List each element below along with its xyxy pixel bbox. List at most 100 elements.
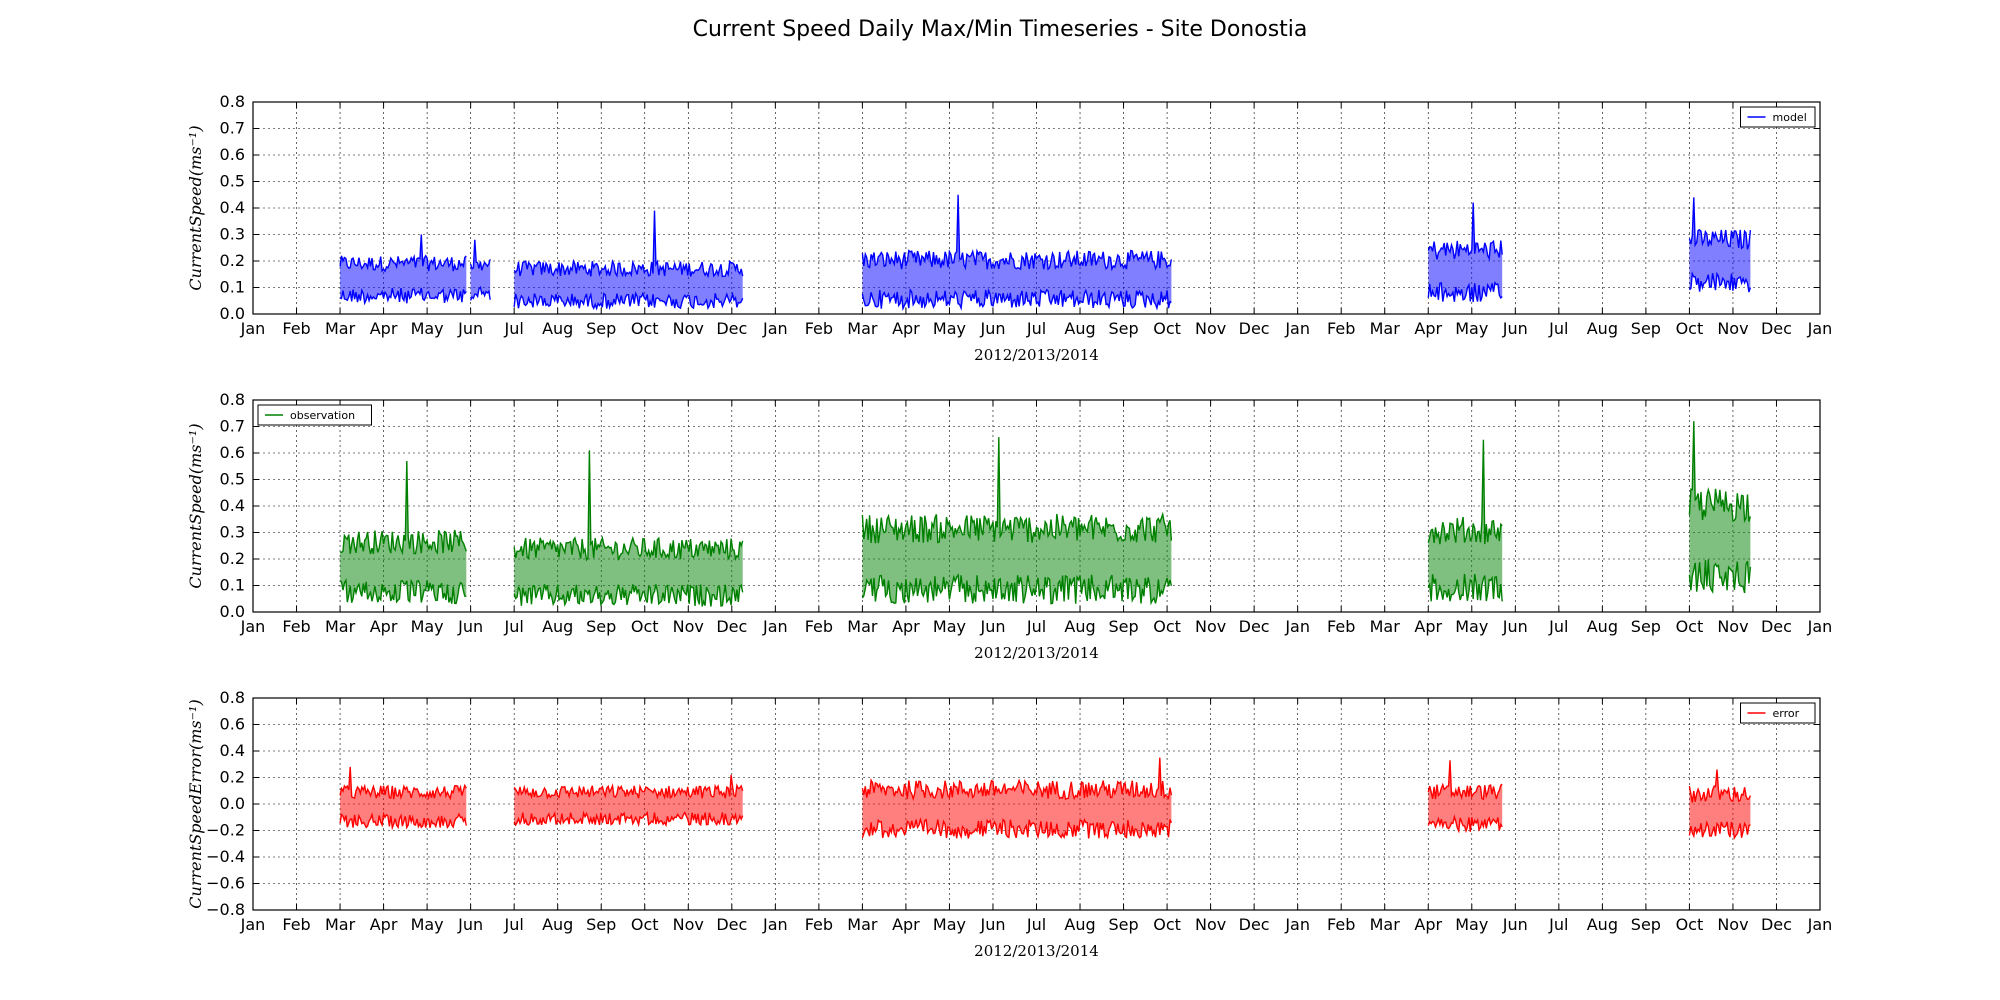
y-tick-label: 0.1 (220, 576, 245, 595)
y-tick-label: −0.4 (206, 847, 245, 866)
x-tick-label: Nov (1195, 319, 1226, 338)
min-line (1688, 820, 1751, 840)
y-axis-label: CurrentSpeedError(ms⁻¹) (186, 699, 205, 908)
x-tick-label: May (1455, 915, 1488, 934)
y-tick-label: 0.6 (220, 443, 245, 462)
x-tick-label: Feb (1327, 319, 1355, 338)
x-tick-label: Dec (1761, 915, 1792, 934)
x-tick-label: Jun (1502, 617, 1528, 636)
y-tick-label: 0.4 (220, 198, 245, 217)
x-tick-label: Jul (1548, 319, 1568, 338)
legend-box (1740, 702, 1816, 724)
x-tick-label: May (1455, 319, 1488, 338)
min-line (339, 578, 467, 605)
x-tick-label: Jan (762, 319, 788, 338)
x-tick-label: Jan (1284, 915, 1310, 934)
min-line (1427, 814, 1503, 834)
x-tick-label: Jun (457, 319, 483, 338)
max-line (1688, 421, 1752, 524)
series-error (339, 757, 1752, 840)
y-tick-label: 0.3 (220, 225, 245, 244)
y-tick-label: 0.4 (220, 741, 245, 760)
x-axis-label: 2012/2013/2014 (974, 942, 1099, 960)
x-tick-label: Sep (1631, 319, 1661, 338)
y-tick-label: 0.0 (220, 602, 245, 621)
x-tick-label: Apr (892, 617, 920, 636)
y-axis-label: CurrentSpeed(ms⁻¹) (186, 125, 205, 290)
y-tick-label: −0.2 (206, 821, 245, 840)
x-tick-label: Jun (1502, 915, 1528, 934)
x-tick-label: Jan (240, 915, 266, 934)
x-tick-label: Aug (1587, 319, 1618, 338)
x-tick-label: Oct (631, 915, 659, 934)
min-line (861, 287, 1172, 312)
x-tick-label: Jan (240, 617, 266, 636)
x-tick-label: Jan (1284, 617, 1310, 636)
y-tick-label: 0.7 (220, 417, 245, 436)
max-line (861, 757, 1173, 802)
x-tick-label: Apr (892, 915, 920, 934)
x-tick-label: Aug (1064, 617, 1095, 636)
x-tick-label: May (933, 915, 966, 934)
x-tick-label: Jul (504, 319, 524, 338)
max-line (513, 450, 744, 562)
x-tick-label: Sep (586, 617, 616, 636)
min-line (861, 817, 1173, 840)
y-tick-label: 0.2 (220, 768, 245, 787)
x-tick-label: Mar (847, 617, 878, 636)
x-tick-label: Jun (457, 617, 483, 636)
band-segment (340, 766, 467, 828)
x-tick-label: Mar (847, 319, 878, 338)
x-tick-label: Jan (762, 617, 788, 636)
x-tick-label: Jun (457, 915, 483, 934)
x-tick-label: Mar (325, 617, 356, 636)
x-tick-label: Aug (1064, 915, 1095, 934)
x-tick-label: Jul (1548, 617, 1568, 636)
legend-box (1740, 106, 1816, 128)
x-tick-label: Dec (716, 617, 747, 636)
x-tick-label: Jun (979, 617, 1005, 636)
x-tick-label: Dec (716, 915, 747, 934)
x-tick-label: Sep (1108, 915, 1138, 934)
x-tick-label: Sep (1631, 915, 1661, 934)
legend-box (257, 404, 372, 426)
x-tick-label: Jan (762, 915, 788, 934)
min-line (1688, 271, 1752, 293)
legend: observation (257, 404, 372, 426)
max-line (469, 239, 491, 271)
x-tick-label: Nov (1717, 319, 1748, 338)
x-tick-label: May (933, 617, 966, 636)
band-segment (514, 450, 743, 607)
y-tick-label: 0.2 (220, 251, 245, 270)
min-line (861, 573, 1173, 606)
legend-label: model (1773, 111, 1807, 124)
legend-label: error (1773, 707, 1800, 720)
x-tick-label: Feb (282, 915, 310, 934)
band-segment (862, 437, 1172, 604)
band-segment (1428, 202, 1503, 302)
x-tick-label: Mar (1370, 319, 1401, 338)
max-line (339, 234, 467, 273)
x-tick-label: Mar (1370, 617, 1401, 636)
x-tick-label: Nov (1717, 617, 1748, 636)
max-line (1427, 202, 1503, 262)
x-tick-label: Nov (1195, 617, 1226, 636)
x-tick-label: Sep (586, 915, 616, 934)
x-tick-label: Jul (1026, 319, 1046, 338)
x-tick-label: Dec (1239, 319, 1270, 338)
x-tick-label: Apr (370, 319, 398, 338)
x-tick-label: Jun (979, 915, 1005, 934)
x-tick-label: Dec (1239, 617, 1270, 636)
x-tick-label: Oct (631, 319, 659, 338)
y-tick-label: 0.1 (220, 278, 245, 297)
band-segment (470, 239, 491, 301)
band-segment (340, 234, 467, 304)
min-line (513, 583, 744, 608)
max-line (1427, 760, 1503, 801)
panels: Jan Feb Mar Apr May Jun Jul Aug Sep Oct Nov Dec Jan F… (186, 92, 1832, 960)
y-tick-label: 0.7 (220, 119, 245, 138)
x-tick-label: May (411, 617, 444, 636)
band-segment (340, 461, 467, 604)
y-tick-label: 0.4 (220, 496, 245, 515)
legend: model (1740, 106, 1816, 128)
